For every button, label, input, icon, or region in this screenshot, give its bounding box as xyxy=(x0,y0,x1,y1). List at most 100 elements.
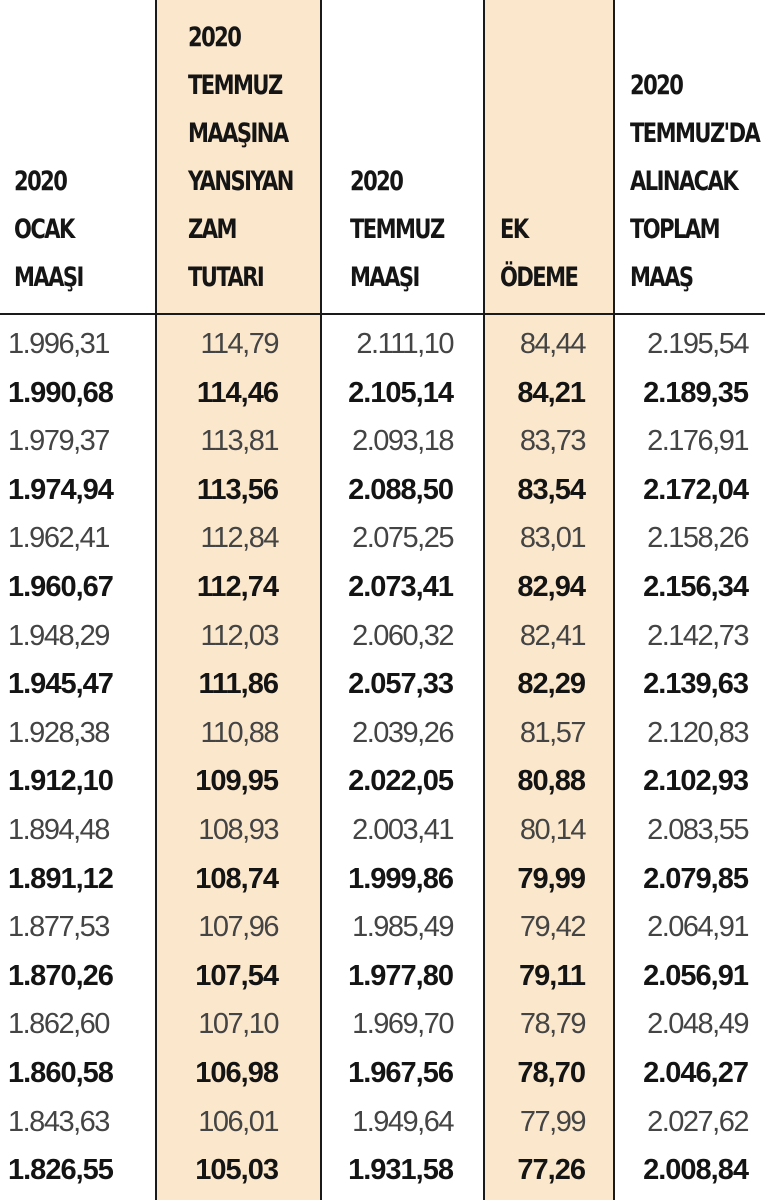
highlight-column-zam xyxy=(157,0,321,1200)
header-line: OCAK xyxy=(14,214,75,245)
toplam-maas-cell: 2.048,49 xyxy=(647,1008,749,1041)
header-ek-odeme: EK ÖDEME xyxy=(500,206,579,302)
ocak-maasi-cell: 1.928,38 xyxy=(8,716,110,749)
ocak-maasi-cell: 1.948,29 xyxy=(8,619,110,652)
temmuz-maasi-cell: 2.075,25 xyxy=(352,522,454,555)
table-row: 1.877,53 107,96 1.985,49 79,42 2.064,91 xyxy=(0,903,765,952)
table-row: 1.891,12 108,74 1.999,86 79,99 2.079,85 xyxy=(0,855,765,904)
header-line: 2020 xyxy=(630,70,684,101)
table-row: 1.996,31 114,79 2.111,10 84,44 2.195,54 xyxy=(0,320,765,369)
header-line: TOPLAM xyxy=(630,214,721,245)
toplam-maas-cell: 2.027,62 xyxy=(647,1105,749,1138)
temmuz-maasi-cell: 2.093,18 xyxy=(352,425,454,458)
header-line: ÖDEME xyxy=(500,262,579,293)
table-row: 1.979,37 113,81 2.093,18 83,73 2.176,91 xyxy=(0,417,765,466)
header-line: TEMMUZ'DA xyxy=(630,118,761,149)
header-toplam-maas: 2020 TEMMUZ'DA ALINACAK TOPLAM MAAŞ xyxy=(630,62,761,302)
toplam-maas-cell: 2.046,27 xyxy=(643,1056,749,1089)
temmuz-maasi-cell: 1.999,86 xyxy=(348,862,454,895)
temmuz-maasi-cell: 1.985,49 xyxy=(352,911,454,944)
zam-tutari-cell: 107,96 xyxy=(198,911,279,944)
temmuz-maasi-cell: 2.003,41 xyxy=(352,813,454,846)
header-line: ALINACAK xyxy=(630,166,739,197)
column-divider xyxy=(613,0,615,1200)
zam-tutari-cell: 108,93 xyxy=(198,813,279,846)
ek-odeme-cell: 84,44 xyxy=(519,328,587,360)
ocak-maasi-cell: 1.962,41 xyxy=(8,522,110,555)
ek-odeme-cell: 77,99 xyxy=(519,1105,587,1138)
zam-tutari-cell: 113,56 xyxy=(196,473,279,506)
ek-odeme-cell: 79,99 xyxy=(517,862,586,895)
header-divider xyxy=(0,313,765,315)
table-row: 1.945,47 111,86 2.057,33 82,29 2.139,63 xyxy=(0,660,765,709)
header-line: YANSIYAN xyxy=(188,166,294,197)
ek-odeme-cell: 80,88 xyxy=(517,765,586,798)
table-row: 1.843,63 106,01 1.949,64 77,99 2.027,62 xyxy=(0,1098,765,1147)
ek-odeme-cell: 80,14 xyxy=(519,813,587,846)
toplam-maas-cell: 2.172,04 xyxy=(643,473,749,506)
toplam-maas-cell: 2.142,73 xyxy=(647,619,749,652)
zam-tutari-cell: 111,86 xyxy=(198,668,280,701)
toplam-maas-cell: 2.079,85 xyxy=(643,862,749,895)
ocak-maasi-cell: 1.990,68 xyxy=(8,376,114,409)
ek-odeme-cell: 82,29 xyxy=(517,668,586,701)
zam-tutari-cell: 114,46 xyxy=(196,376,279,409)
ek-odeme-cell: 79,11 xyxy=(519,959,586,992)
toplam-maas-cell: 2.156,34 xyxy=(643,570,749,603)
header-line: 2020 xyxy=(188,22,242,53)
header-line: ZAM xyxy=(188,214,237,245)
temmuz-maasi-cell: 2.060,32 xyxy=(352,619,454,652)
temmuz-maasi-cell: 2.039,26 xyxy=(352,716,454,749)
table-row: 1.928,38 110,88 2.039,26 81,57 2.120,83 xyxy=(0,709,765,758)
ek-odeme-cell: 79,42 xyxy=(519,911,587,944)
toplam-maas-cell: 2.139,63 xyxy=(643,668,749,701)
header-line: MAAŞI xyxy=(14,262,84,293)
zam-tutari-cell: 112,84 xyxy=(200,522,279,555)
ocak-maasi-cell: 1.860,58 xyxy=(8,1056,114,1089)
table-row: 1.862,60 107,10 1.969,70 78,79 2.048,49 xyxy=(0,1000,765,1049)
temmuz-maasi-cell: 1.977,80 xyxy=(348,959,454,992)
column-divider xyxy=(320,0,322,1200)
header-line: TUTARI xyxy=(188,262,265,293)
ek-odeme-cell: 82,41 xyxy=(519,619,587,652)
toplam-maas-cell: 2.189,35 xyxy=(643,376,749,409)
column-divider xyxy=(483,0,485,1200)
table-row: 1.860,58 106,98 1.967,56 78,70 2.046,27 xyxy=(0,1049,765,1098)
header-line: MAAŞINA xyxy=(188,118,289,149)
ocak-maasi-cell: 1.862,60 xyxy=(8,1008,110,1041)
ocak-maasi-cell: 1.891,12 xyxy=(8,862,114,895)
table-row: 1.912,10 109,95 2.022,05 80,88 2.102,93 xyxy=(0,757,765,806)
temmuz-maasi-cell: 2.073,41 xyxy=(348,570,454,603)
ocak-maasi-cell: 1.894,48 xyxy=(8,813,110,846)
ocak-maasi-cell: 1.843,63 xyxy=(8,1105,110,1138)
zam-tutari-cell: 112,03 xyxy=(200,619,279,652)
zam-tutari-cell: 107,10 xyxy=(198,1008,279,1041)
header-line: MAAŞ xyxy=(630,262,694,293)
table-row: 1.826,55 105,03 1.931,58 77,26 2.008,84 xyxy=(0,1146,765,1195)
temmuz-maasi-cell: 2.022,05 xyxy=(348,765,454,798)
zam-tutari-cell: 108,74 xyxy=(195,862,279,895)
table-row: 1.990,68 114,46 2.105,14 84,21 2.189,35 xyxy=(0,369,765,418)
ocak-maasi-cell: 1.877,53 xyxy=(8,911,110,944)
zam-tutari-cell: 109,95 xyxy=(195,765,279,798)
header-row: 2020 OCAK MAAŞI 2020 TEMMUZ MAAŞINA YANS… xyxy=(0,0,765,312)
ocak-maasi-cell: 1.996,31 xyxy=(8,328,110,360)
header-temmuz-maasi: 2020 TEMMUZ MAAŞI xyxy=(350,158,445,302)
table-row: 1.960,67 112,74 2.073,41 82,94 2.156,34 xyxy=(0,563,765,612)
table-row: 1.870,26 107,54 1.977,80 79,11 2.056,91 xyxy=(0,952,765,1001)
column-divider xyxy=(155,0,157,1200)
ek-odeme-cell: 77,26 xyxy=(517,1154,586,1187)
table-row: 1.974,94 113,56 2.088,50 83,54 2.172,04 xyxy=(0,466,765,515)
temmuz-maasi-cell: 1.949,64 xyxy=(352,1105,454,1138)
temmuz-maasi-cell: 2.105,14 xyxy=(348,376,454,409)
zam-tutari-cell: 105,03 xyxy=(195,1154,279,1187)
ocak-maasi-cell: 1.945,47 xyxy=(8,668,114,701)
header-line: 2020 xyxy=(350,166,404,197)
ek-odeme-cell: 84,21 xyxy=(517,376,586,409)
zam-tutari-cell: 114,79 xyxy=(200,328,279,360)
ocak-maasi-cell: 1.960,67 xyxy=(8,570,114,603)
header-ocak-maasi: 2020 OCAK MAAŞI xyxy=(14,158,84,302)
ek-odeme-cell: 78,70 xyxy=(517,1056,586,1089)
highlight-column-ek-odeme xyxy=(484,0,614,1200)
ocak-maasi-cell: 1.826,55 xyxy=(8,1154,114,1187)
